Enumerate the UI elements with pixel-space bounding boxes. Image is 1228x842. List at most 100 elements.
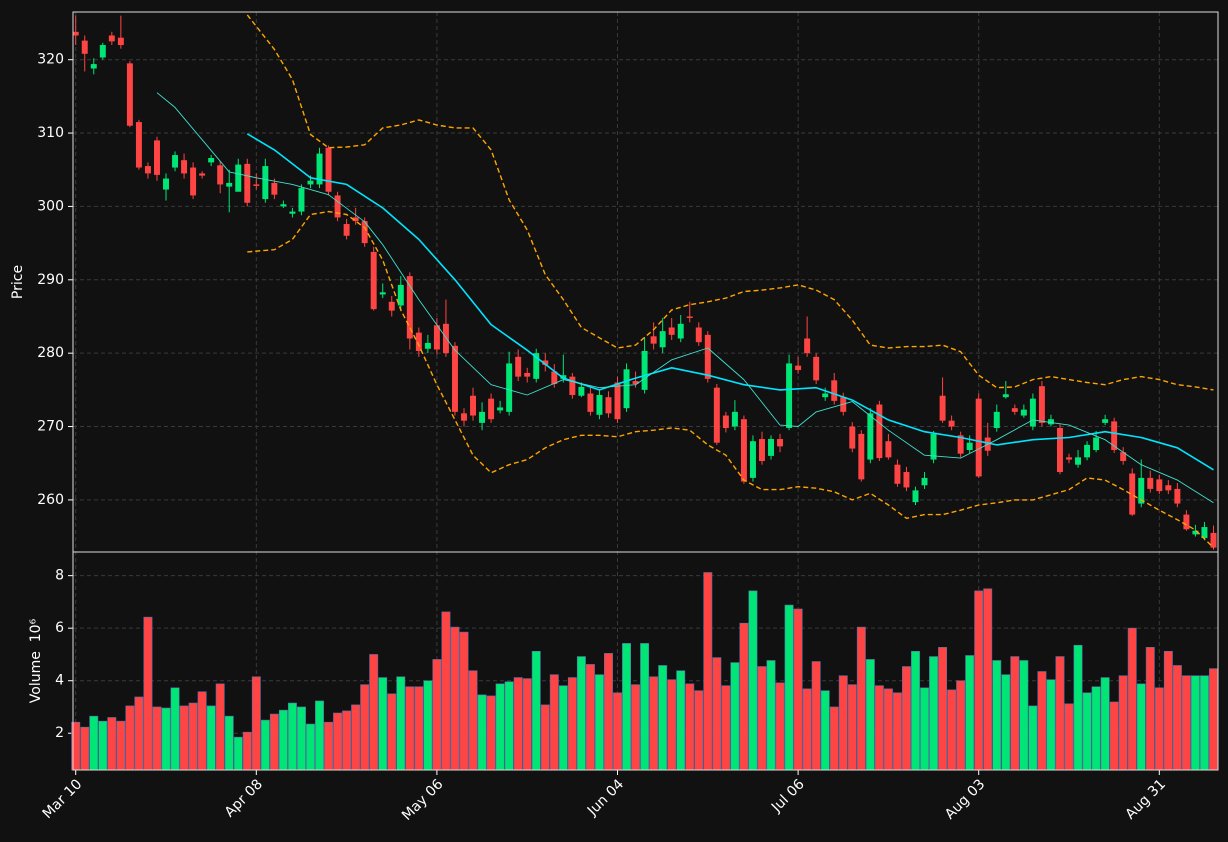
volume-bar [396, 676, 406, 771]
volume-bar [1019, 660, 1029, 771]
overlay-line [246, 133, 1214, 471]
volume-bar [983, 588, 993, 771]
volume-bar [1145, 647, 1155, 771]
volume-bar [1082, 692, 1092, 771]
volume-bar [260, 719, 270, 771]
candle-body [921, 477, 928, 486]
candle-body [488, 398, 495, 420]
volume-bar [161, 707, 171, 771]
candle-body [813, 356, 820, 381]
y-tick-label: 8 [55, 568, 64, 584]
volume-bar [631, 684, 641, 771]
volume-bar [315, 700, 324, 771]
candle-body [217, 165, 224, 185]
candles [73, 15, 1217, 550]
candle-body [966, 442, 973, 451]
x-tick-label: Jul 06 [768, 776, 808, 816]
volume-bar [549, 674, 559, 771]
volume-bar [242, 731, 252, 771]
candle-body [461, 413, 467, 421]
volume-bar [540, 704, 550, 771]
volume-bar [233, 736, 243, 771]
volume-bar [585, 664, 595, 771]
volume-bar [287, 702, 297, 771]
candle-body [713, 387, 720, 443]
candle-body [533, 353, 540, 379]
candle-body [876, 404, 883, 459]
candle-body [903, 472, 910, 488]
volume-bar [649, 676, 659, 771]
volume-bar [441, 611, 451, 771]
volume-bar [495, 683, 505, 771]
candle-body [894, 464, 901, 484]
candle-body [135, 122, 142, 168]
volume-bar [1055, 656, 1065, 771]
candle-body [1056, 428, 1063, 473]
volume-bar [838, 675, 848, 771]
volume-bar [604, 653, 613, 771]
candle-body [695, 327, 702, 343]
candle-body [1147, 477, 1154, 489]
candle-body [1002, 394, 1009, 398]
candle-body [343, 224, 350, 236]
candle-body [524, 372, 531, 377]
volume-bar [811, 661, 821, 771]
volume-bar [477, 694, 487, 771]
volume-bar [920, 687, 929, 771]
volume-bar [143, 616, 153, 771]
volume-bar [883, 688, 893, 771]
volume-bar [432, 659, 442, 771]
candle-body [298, 188, 305, 212]
candle-body [397, 284, 404, 306]
volume-bar [522, 678, 532, 771]
volume-bar [947, 689, 957, 771]
candle-body [623, 369, 630, 409]
y-tick-label: 310 [37, 125, 64, 141]
y-tick-label: 290 [37, 272, 64, 288]
volume-bar [892, 692, 902, 771]
candle-body [867, 413, 874, 460]
candle-body [569, 376, 576, 395]
candle-body [1174, 488, 1181, 504]
volume-bar [188, 702, 198, 771]
candle-body [560, 375, 567, 379]
candle-body [578, 386, 585, 396]
volume-bar [929, 656, 939, 771]
volume-frame [72, 551, 1219, 771]
y-tick-label: 280 [37, 345, 64, 361]
volume-bar [1028, 705, 1038, 771]
volume-bar [567, 677, 577, 771]
volume-bar [89, 715, 99, 771]
volume-bar [1181, 675, 1191, 771]
volume-bar [486, 695, 496, 771]
volume-bar [1064, 703, 1074, 771]
candle-body [1129, 473, 1136, 515]
x-tick-label: Mar 10 [40, 776, 86, 822]
y-tick-label: 320 [37, 52, 64, 68]
candle-body [804, 338, 811, 354]
candle-body [659, 331, 666, 348]
candle-body [1120, 452, 1127, 462]
volume-bar [874, 685, 884, 771]
volume-bar [594, 674, 604, 771]
volume-bar [793, 608, 803, 771]
volume-bar [1127, 627, 1137, 771]
volume-bar [224, 715, 234, 771]
volume-bar [703, 572, 713, 771]
volume-bar [351, 704, 361, 771]
candle-body [144, 166, 151, 174]
volume-bar [685, 683, 695, 771]
volume-bar [134, 696, 144, 771]
candle-body [587, 393, 594, 412]
volume-bar [956, 680, 966, 771]
candle-body [1156, 479, 1163, 492]
volume-bar [730, 662, 740, 771]
candle-body [153, 140, 160, 175]
candle-body [993, 411, 1000, 429]
volume-bar [712, 657, 722, 771]
candle-body [1138, 477, 1145, 504]
volume-bar [820, 690, 830, 771]
candle-body [388, 301, 395, 311]
volume-bar [1073, 644, 1083, 771]
candle-body [470, 395, 477, 416]
